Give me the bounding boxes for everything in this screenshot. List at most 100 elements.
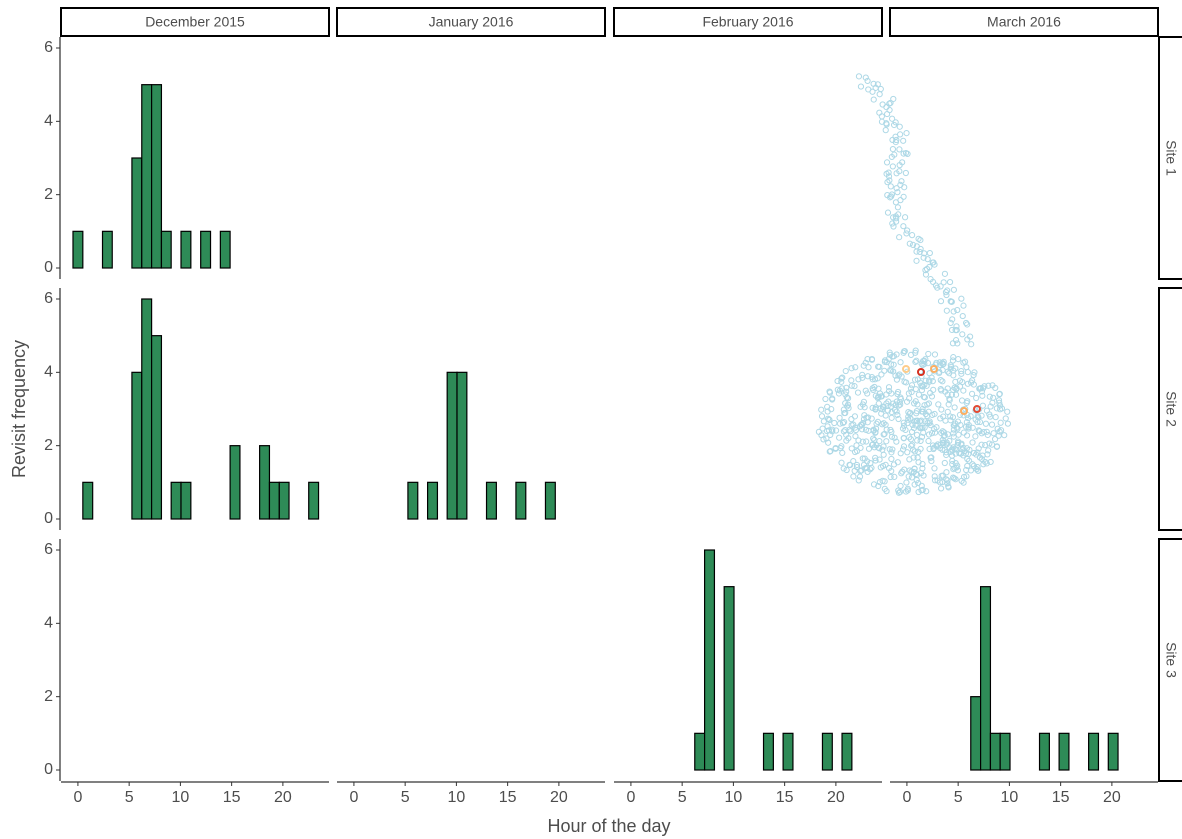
inset-map-point (855, 390, 860, 395)
bar (428, 482, 438, 519)
inset-map-point (947, 279, 952, 284)
bar (230, 446, 240, 519)
inset-map-point (907, 241, 912, 246)
bar (842, 733, 852, 770)
inset-map-point (952, 405, 957, 410)
inset-map-point (910, 233, 915, 238)
inset-map-point (889, 456, 894, 461)
x-tick-label: 0 (902, 789, 911, 806)
inset-map-point (942, 460, 947, 465)
y-tick-label: 0 (44, 259, 53, 276)
x-tick-label: 5 (678, 789, 687, 806)
inset-map-point (942, 271, 947, 276)
inset-map-point (961, 303, 966, 308)
inset-map-point (987, 394, 992, 399)
bar (408, 482, 418, 519)
inset-map-point (837, 435, 842, 440)
inset-map-point (877, 92, 882, 97)
inset-map-point (858, 84, 863, 89)
inset-map-point (904, 131, 909, 136)
inset-map-point (959, 296, 964, 301)
inset-map-point (998, 420, 1003, 425)
bar (1108, 733, 1118, 770)
inset-map-point (983, 421, 988, 426)
x-tick-label: 20 (274, 789, 292, 806)
inset-map-point (960, 313, 965, 318)
bar (201, 231, 211, 268)
bar (181, 231, 191, 268)
inset-map-point (897, 147, 902, 152)
bar (152, 85, 162, 268)
inset-map-point (953, 338, 958, 343)
x-tick-label: 15 (776, 789, 794, 806)
inset-map-point (965, 370, 970, 375)
inset-map-point (936, 402, 941, 407)
inset-map-point (853, 434, 858, 439)
x-tick-label: 10 (171, 789, 189, 806)
inset-map-point (901, 138, 906, 143)
inset-map-point (985, 432, 990, 437)
y-tick-label: 4 (44, 364, 53, 381)
inset-map-point (908, 352, 913, 357)
inset-map-point (964, 433, 969, 438)
x-tick-label: 10 (1000, 789, 1018, 806)
x-tick-label: 15 (499, 789, 517, 806)
facet-strip-label: March 2016 (987, 14, 1061, 30)
inset-map-point (932, 466, 937, 471)
inset-map-point (820, 426, 825, 431)
inset-map-point (956, 357, 961, 362)
x-tick-label: 0 (626, 789, 635, 806)
inset-map-point (870, 89, 875, 94)
inset-map-point (890, 164, 895, 169)
inset-map-point (902, 185, 907, 190)
facet-strip-label: February 2016 (702, 14, 793, 30)
inset-map-point (926, 438, 931, 443)
inset-map-point (885, 210, 890, 215)
inset-map-point (914, 258, 919, 263)
x-tick-label: 10 (447, 789, 465, 806)
inset-map-point (931, 387, 936, 392)
inset-map-point (898, 360, 903, 365)
bar (971, 697, 981, 770)
inset-map-point (819, 414, 824, 419)
inset-map-highlight (918, 369, 924, 375)
bar (990, 733, 1000, 770)
y-tick-label: 4 (44, 113, 53, 130)
bar (545, 482, 555, 519)
inset-map-point (884, 439, 889, 444)
inset-map-point (938, 299, 943, 304)
inset-map-point (884, 160, 889, 165)
inset-map-point (973, 434, 978, 439)
inset-map-point (970, 440, 975, 445)
inset-map-point (821, 419, 826, 424)
inset-map-point (885, 111, 890, 116)
inset-map-point (877, 439, 882, 444)
inset-map-point (991, 395, 996, 400)
bar (1059, 733, 1069, 770)
inset-map-point (944, 308, 949, 313)
bar (181, 482, 191, 519)
y-tick-label: 2 (44, 437, 53, 454)
facet-strip-label: Site 1 (1163, 140, 1179, 176)
bar (822, 733, 832, 770)
bar (705, 550, 715, 770)
inset-map-point (974, 395, 979, 400)
inset-map-point (856, 74, 861, 79)
bar (142, 299, 152, 519)
facet-strip-label: December 2015 (145, 14, 245, 30)
inset-map-point (840, 450, 845, 455)
inset-map-point (927, 250, 932, 255)
inset-map-point (884, 105, 889, 110)
facet-strip-label: Site 2 (1163, 391, 1179, 427)
inset-map-point (960, 332, 965, 337)
inset-map-point (991, 431, 996, 436)
inset-map-point (864, 439, 869, 444)
facet-strip-label: January 2016 (429, 14, 514, 30)
bar (783, 733, 793, 770)
inset-map-point (851, 474, 856, 479)
x-tick-label: 0 (73, 789, 82, 806)
inset-map-point (890, 146, 895, 151)
bar (161, 231, 171, 268)
inset-map-point (883, 128, 888, 133)
facet-strip-label: Site 3 (1163, 642, 1179, 678)
